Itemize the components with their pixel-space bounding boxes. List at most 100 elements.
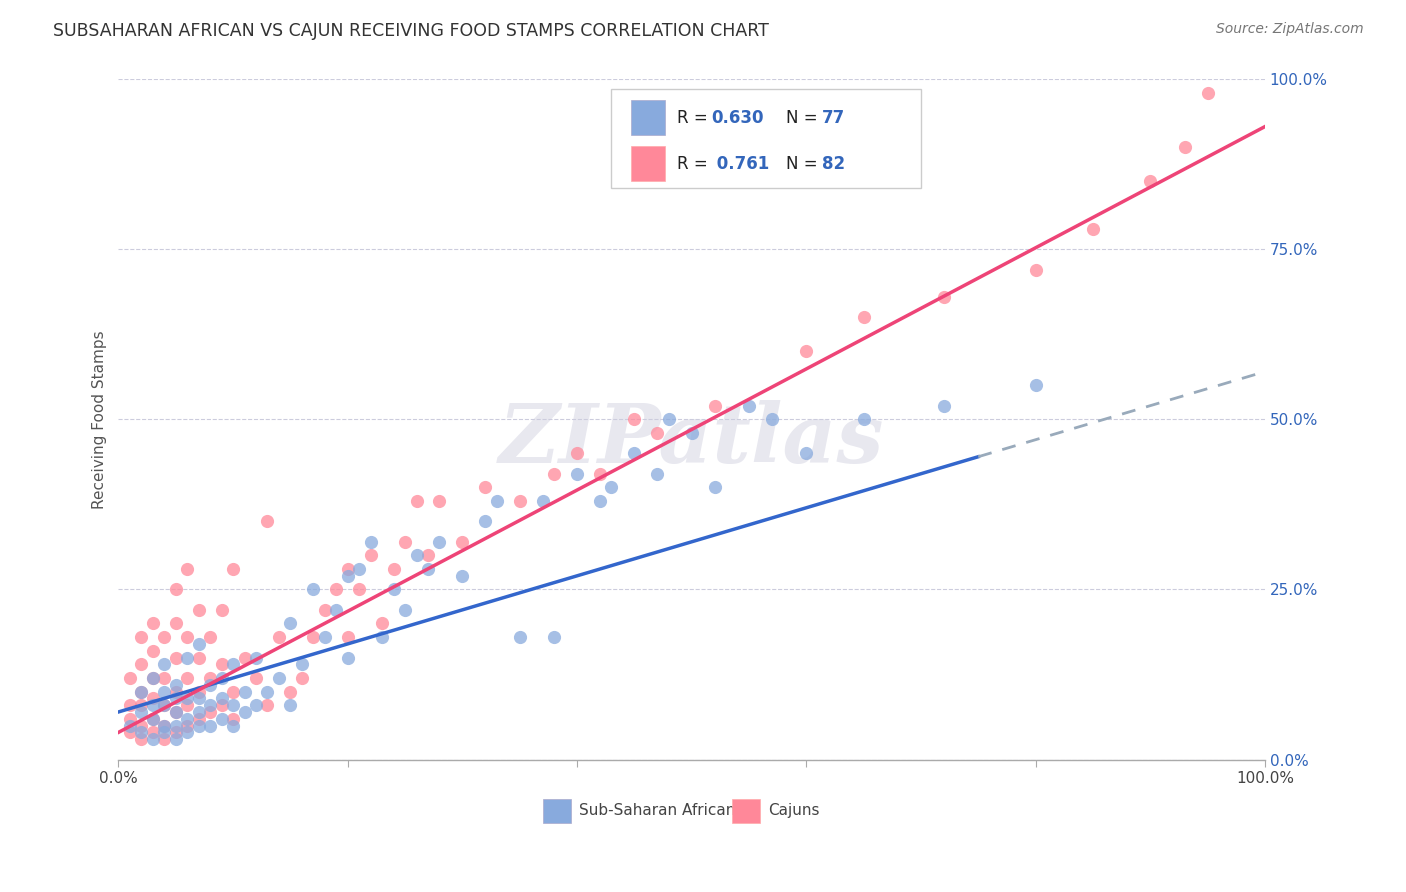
Point xyxy=(405,494,427,508)
Point xyxy=(222,712,245,726)
Point xyxy=(325,582,347,597)
Point xyxy=(211,691,233,706)
Point xyxy=(165,732,187,747)
Point xyxy=(118,671,141,685)
Text: Cajuns: Cajuns xyxy=(769,803,820,818)
Point xyxy=(738,399,761,413)
Point xyxy=(256,684,278,698)
Point xyxy=(165,705,187,719)
Point xyxy=(245,698,267,713)
Point xyxy=(176,562,198,576)
Point xyxy=(187,650,209,665)
Point xyxy=(360,549,382,563)
Point xyxy=(165,718,187,732)
Point xyxy=(176,650,198,665)
Text: 0.630: 0.630 xyxy=(711,110,763,128)
Point xyxy=(302,582,325,597)
Point xyxy=(176,691,198,706)
Point xyxy=(280,698,302,713)
Point xyxy=(131,732,153,747)
Point xyxy=(314,630,336,644)
Point xyxy=(131,657,153,672)
Point xyxy=(142,691,165,706)
Point xyxy=(233,705,256,719)
Point xyxy=(222,684,245,698)
Point xyxy=(165,616,187,631)
Point xyxy=(336,562,359,576)
Point xyxy=(198,630,221,644)
Point xyxy=(131,725,153,739)
Point xyxy=(394,534,416,549)
Point xyxy=(1081,221,1104,235)
Point xyxy=(382,562,405,576)
Point xyxy=(118,698,141,713)
Point xyxy=(142,671,165,685)
Text: N =: N = xyxy=(786,110,823,128)
Point xyxy=(131,698,153,713)
Point xyxy=(131,630,153,644)
Point xyxy=(280,616,302,631)
Point xyxy=(176,712,198,726)
Point xyxy=(176,718,198,732)
Point xyxy=(336,650,359,665)
Point xyxy=(1197,86,1219,100)
FancyBboxPatch shape xyxy=(631,100,665,136)
Point xyxy=(187,691,209,706)
Text: 0.761: 0.761 xyxy=(711,155,769,173)
Point xyxy=(451,569,474,583)
Point xyxy=(211,698,233,713)
Point xyxy=(291,657,314,672)
Point xyxy=(347,582,370,597)
Point xyxy=(222,718,245,732)
Point xyxy=(1174,140,1197,154)
Point xyxy=(165,691,187,706)
Point xyxy=(336,569,359,583)
FancyBboxPatch shape xyxy=(543,799,571,823)
Point xyxy=(187,684,209,698)
Point xyxy=(565,467,588,481)
Point xyxy=(165,684,187,698)
Point xyxy=(165,705,187,719)
Point xyxy=(222,562,245,576)
Point xyxy=(474,480,496,494)
Point xyxy=(118,712,141,726)
Point xyxy=(131,718,153,732)
Point xyxy=(267,630,290,644)
Point xyxy=(509,494,531,508)
Point xyxy=(360,534,382,549)
Point xyxy=(291,671,314,685)
Point xyxy=(761,412,783,426)
Point xyxy=(1025,262,1047,277)
Point xyxy=(371,616,394,631)
Point xyxy=(153,732,176,747)
Point xyxy=(233,650,256,665)
Point xyxy=(267,671,290,685)
Point xyxy=(142,698,165,713)
Point xyxy=(485,494,508,508)
Point xyxy=(176,698,198,713)
Text: R =: R = xyxy=(676,155,713,173)
Text: SUBSAHARAN AFRICAN VS CAJUN RECEIVING FOOD STAMPS CORRELATION CHART: SUBSAHARAN AFRICAN VS CAJUN RECEIVING FO… xyxy=(53,22,769,40)
Point xyxy=(142,671,165,685)
Point xyxy=(211,712,233,726)
Point xyxy=(142,616,165,631)
Point xyxy=(165,582,187,597)
Point xyxy=(187,718,209,732)
Point xyxy=(1025,378,1047,392)
Point xyxy=(347,562,370,576)
Point xyxy=(336,630,359,644)
Point xyxy=(794,446,817,460)
Point xyxy=(165,678,187,692)
Point xyxy=(222,698,245,713)
Point xyxy=(681,425,703,440)
FancyBboxPatch shape xyxy=(631,146,665,181)
Point xyxy=(600,480,623,494)
Text: 82: 82 xyxy=(823,155,845,173)
Point xyxy=(245,650,267,665)
Point xyxy=(211,603,233,617)
Point xyxy=(153,684,176,698)
Point xyxy=(131,684,153,698)
Point xyxy=(314,603,336,617)
Point xyxy=(187,637,209,651)
Point xyxy=(176,671,198,685)
